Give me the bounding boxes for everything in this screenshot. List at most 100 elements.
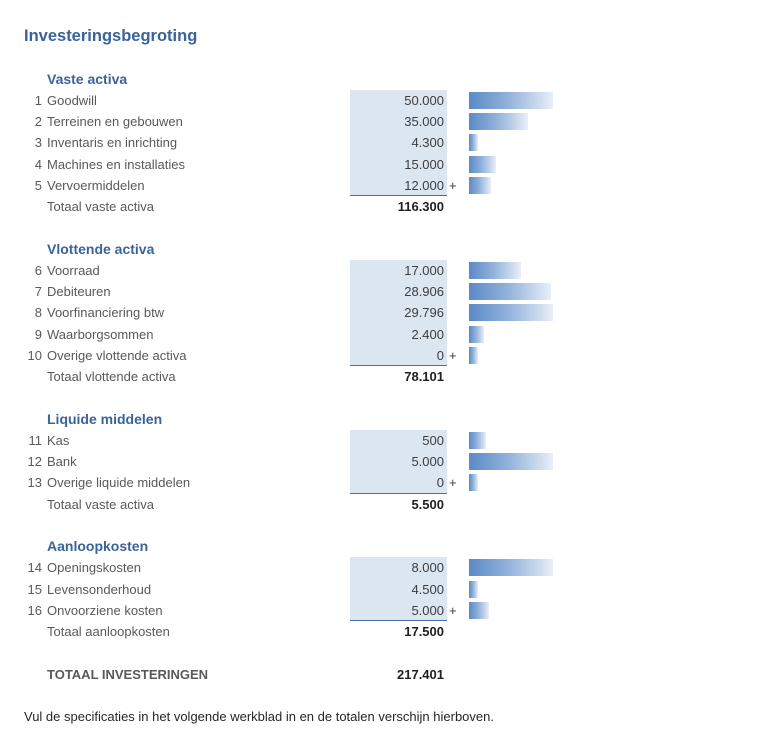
section-header: Vlottende activa	[47, 240, 155, 257]
data-bar	[469, 601, 489, 619]
value-cell[interactable]: 8.000	[350, 557, 447, 579]
item-label: Bank	[47, 454, 77, 469]
section-header: Liquide middelen	[47, 410, 163, 427]
grand-total-label: TOTAAL INVESTERINGEN	[47, 666, 209, 682]
line-item: 6 Voorraad 17.000	[0, 259, 768, 281]
item-label: Debiteuren	[47, 284, 111, 299]
data-bar	[469, 346, 478, 364]
section-header-row: Liquide middelen	[0, 409, 768, 430]
value-cell[interactable]: 12.000	[350, 174, 447, 196]
footer-note: Vul de specificaties in het volgende wer…	[24, 709, 494, 724]
value-cell[interactable]: 4.300	[350, 132, 447, 154]
data-bar	[469, 325, 485, 343]
section-total-value: 116.300	[397, 199, 444, 214]
value-cell[interactable]: 500	[350, 429, 447, 451]
blank-row	[0, 217, 768, 238]
item-number: 5	[34, 177, 42, 193]
data-bar	[469, 155, 496, 173]
section-total-label: Totaal vlottende activa	[47, 369, 176, 384]
section-total-value: 78.101	[404, 369, 444, 384]
item-number: 6	[34, 262, 42, 278]
data-bar	[469, 176, 491, 194]
page-title: Investeringsbegroting	[24, 27, 198, 45]
data-bar	[469, 559, 553, 577]
line-item: 13 Overige liquide middelen 0 +	[0, 472, 768, 494]
section-total-row: Totaal aanloopkosten 17.500	[0, 621, 768, 642]
value-cell[interactable]: 4.500	[350, 578, 447, 600]
line-item: 4 Machines en installaties 15.000	[0, 153, 768, 175]
section-total-label: Totaal vaste activa	[47, 199, 154, 214]
value-cell[interactable]: 35.000	[350, 111, 447, 133]
value-cell[interactable]: 0	[350, 472, 447, 494]
value-cell[interactable]: 2.400	[350, 323, 447, 345]
line-item: 11 Kas 500	[0, 429, 768, 451]
data-bar	[469, 580, 478, 598]
item-number: 2	[34, 114, 42, 129]
item-number: 15	[27, 581, 42, 597]
line-item: 14 Openingskosten 8.000	[0, 557, 768, 579]
value-cell[interactable]: 5.000	[350, 451, 447, 473]
plus-sign: +	[449, 602, 457, 618]
line-item: 10 Overige vlottende activa 0 +	[0, 344, 768, 366]
line-item: 12 Bank 5.000	[0, 451, 768, 473]
section-header-row: Vlottende activa	[0, 239, 768, 260]
line-item: 3 Inventaris en inrichting 4.300	[0, 132, 768, 154]
section-total-row: Totaal vaste activa 116.300	[0, 196, 768, 217]
item-label: Voorfinanciering btw	[47, 305, 165, 321]
item-label: Goodwill	[47, 92, 97, 108]
plus-sign: +	[449, 475, 457, 491]
item-number: 7	[34, 284, 42, 299]
value-cell[interactable]: 50.000	[350, 89, 447, 111]
blank-row	[0, 515, 768, 536]
item-label: Overige liquide middelen	[47, 475, 191, 491]
item-number: 12	[27, 454, 42, 469]
item-label: Kas	[47, 432, 70, 448]
investment-budget-sheet: Investeringsbegroting Vaste activa 1 Goo…	[0, 26, 768, 727]
value-cell[interactable]: 15.000	[350, 153, 447, 175]
item-number: 16	[27, 602, 42, 618]
plus-sign: +	[449, 347, 457, 363]
section-header: Aanloopkosten	[47, 538, 149, 554]
grand-total-row: TOTAAL INVESTERINGEN 217.401	[0, 664, 768, 685]
item-label: Inventaris en inrichting	[47, 135, 178, 151]
data-bar	[469, 453, 553, 470]
line-item: 7 Debiteuren 28.906	[0, 281, 768, 303]
data-bar	[469, 113, 529, 130]
section-total-value: 5.500	[411, 496, 444, 512]
value-cell[interactable]: 17.000	[350, 259, 447, 281]
value-cell[interactable]: 5.000	[350, 599, 447, 621]
item-number: 8	[34, 305, 42, 321]
data-bar	[469, 431, 486, 449]
item-label: Openingskosten	[47, 560, 141, 576]
item-number: 11	[28, 432, 43, 448]
section-total-value: 17.500	[404, 624, 444, 639]
blank-row	[0, 47, 768, 68]
item-number: 3	[34, 135, 42, 151]
line-item: 16 Onvoorziene kosten 5.000 +	[0, 599, 768, 621]
line-item: 5 Vervoermiddelen 12.000 +	[0, 174, 768, 196]
data-bar	[469, 283, 551, 300]
value-cell[interactable]: 28.906	[350, 281, 447, 303]
section-total-label: Totaal aanloopkosten	[47, 624, 170, 639]
item-label: Waarborgsommen	[47, 326, 154, 342]
section-total-row: Totaal vaste activa 5.500	[0, 494, 768, 515]
value-cell[interactable]: 0	[350, 344, 447, 366]
data-bar	[469, 474, 478, 492]
data-bar	[469, 91, 553, 109]
footer-row: Vul de specificaties in het volgende wer…	[0, 706, 768, 727]
item-label: Onvoorziene kosten	[47, 602, 163, 618]
section-header-row: Vaste activa	[0, 69, 768, 90]
value-cell[interactable]: 29.796	[350, 302, 447, 324]
item-label: Terreinen en gebouwen	[47, 114, 183, 129]
section-header: Vaste activa	[47, 70, 128, 87]
blank-row	[0, 387, 768, 408]
line-item: 15 Levensonderhoud 4.500	[0, 578, 768, 600]
section-header-row: Aanloopkosten	[0, 536, 768, 557]
item-number: 10	[27, 347, 42, 363]
item-number: 9	[34, 326, 42, 342]
line-item: 9 Waarborgsommen 2.400	[0, 323, 768, 345]
data-bar	[469, 304, 553, 322]
item-label: Voorraad	[47, 262, 100, 278]
item-number: 14	[27, 560, 42, 576]
item-label: Machines en installaties	[47, 156, 186, 172]
